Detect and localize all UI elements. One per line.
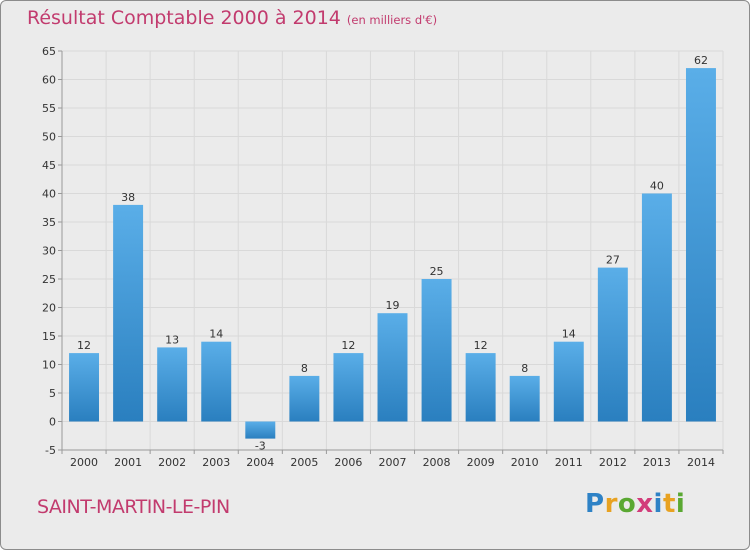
y-tick-label: -5 <box>45 444 56 457</box>
y-tick-label: 20 <box>42 302 56 315</box>
x-tick-label: 2000 <box>70 456 98 469</box>
chart-title-text: Résultat Comptable 2000 à 2014 <box>27 7 341 29</box>
logo-letter: i <box>653 489 663 519</box>
x-tick-label: 2006 <box>334 456 362 469</box>
y-tick-label: 50 <box>42 131 56 144</box>
logo-letter: x <box>636 489 654 519</box>
logo-letter: o <box>617 489 637 519</box>
bar <box>289 375 320 422</box>
data-label: 14 <box>209 328 223 341</box>
y-tick-label: 35 <box>42 216 56 229</box>
x-tick-label: 2003 <box>202 456 230 469</box>
bar <box>421 279 452 422</box>
x-tick-label: 2007 <box>379 456 407 469</box>
data-label: 25 <box>430 265 444 278</box>
data-label: 14 <box>562 328 576 341</box>
data-label: -3 <box>255 440 266 453</box>
x-tick-label: 2002 <box>158 456 186 469</box>
bar <box>685 68 716 422</box>
bar <box>641 193 672 422</box>
y-tick-label: 10 <box>42 359 56 372</box>
data-label: 62 <box>694 54 708 67</box>
data-label: 12 <box>77 339 91 352</box>
x-tick-label: 2009 <box>467 456 495 469</box>
bar <box>113 204 144 422</box>
y-tick-label: 45 <box>42 159 56 172</box>
logo-letter: i <box>675 489 686 519</box>
axes: -5 0 5 10 15 20 25 30 35 40 45 50 55 60 65 2000 2001 2002… <box>42 45 724 469</box>
x-tick-label: 2005 <box>290 456 318 469</box>
bars <box>69 68 716 439</box>
x-tick-label: 2004 <box>246 456 274 469</box>
x-tick-label: 2014 <box>687 456 715 469</box>
chart-subtitle: (en milliers d'€) <box>346 13 438 27</box>
x-tick-label: 2010 <box>511 456 539 469</box>
logo-letter: r <box>604 489 618 519</box>
x-tick-label: 2008 <box>423 456 451 469</box>
chart-title: Résultat Comptable 2000 à 2014 (en millie… <box>27 7 437 29</box>
data-label: 19 <box>386 299 400 312</box>
bar <box>333 353 364 422</box>
data-label: 8 <box>521 362 528 375</box>
y-tick-label: 40 <box>42 188 56 201</box>
data-label: 12 <box>341 339 355 352</box>
y-tick-label: 0 <box>49 416 56 429</box>
bar <box>69 353 100 422</box>
data-label: 38 <box>121 191 135 204</box>
bar <box>597 267 628 422</box>
bar <box>157 347 188 422</box>
proxiti-logo: Proxiti <box>585 489 685 519</box>
bar <box>553 341 584 422</box>
bar <box>465 353 496 422</box>
y-tick-label: 15 <box>42 330 56 343</box>
bar <box>245 421 276 439</box>
y-tick-label: 65 <box>42 45 56 58</box>
logo-letter: t <box>662 489 676 519</box>
data-label: 27 <box>606 254 620 267</box>
y-tick-label: 30 <box>42 245 56 258</box>
x-tick-label: 2011 <box>555 456 583 469</box>
data-labels: 12 38 13 14 -3 8 12 19 25 12 8 14 27 40 62 <box>77 54 708 453</box>
data-label: 8 <box>301 362 308 375</box>
data-label: 12 <box>474 339 488 352</box>
place-name: SAINT-MARTIN-LE-PIN <box>37 496 230 518</box>
y-tick-label: 25 <box>42 273 56 286</box>
x-tick-label: 2012 <box>599 456 627 469</box>
bar <box>201 341 232 422</box>
data-label: 13 <box>165 333 179 346</box>
y-tick-label: 5 <box>49 387 56 400</box>
y-tick-label: 55 <box>42 102 56 115</box>
logo-letter: P <box>585 489 605 519</box>
x-tick-label: 2013 <box>643 456 671 469</box>
x-tick-label: 2001 <box>114 456 142 469</box>
bar <box>509 375 540 422</box>
bar <box>377 313 408 422</box>
data-label: 40 <box>650 180 664 193</box>
y-tick-label: 60 <box>42 74 56 87</box>
